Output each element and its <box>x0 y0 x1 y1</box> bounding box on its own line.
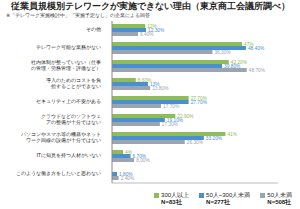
svg-text:17.70%: 17.70% <box>163 104 180 109</box>
svg-text:クラウドなどのソフトウェアの整備が十分ではない: クラウドなどのソフトウェアの整備が十分ではない <box>41 113 101 125</box>
html-text:N=277社: N=277社 <box>206 199 230 205</box>
svg-text:パソコンやスマホ等の機器やネットワーク回線の設備が十分ではな: パソコンやスマホ等の機器やネットワーク回線の設備が十分ではない <box>20 131 101 143</box>
svg-text:27.70%: 27.70% <box>190 95 207 101</box>
svg-text:このような働き方をしたいと思わない: このような働き方をしたいと思わない <box>16 170 101 176</box>
svg-text:12%: 12% <box>147 23 157 29</box>
svg-text:41%: 41% <box>227 132 237 137</box>
svg-text:13%: 13% <box>150 81 160 87</box>
svg-text:36.30%: 36.30% <box>214 50 231 55</box>
svg-text:2.40%: 2.40% <box>121 176 135 181</box>
svg-text:8.00%: 8.00% <box>136 158 150 163</box>
svg-text:その他: その他 <box>86 26 101 32</box>
svg-text:セキュリティ上の不安がある: セキュリティ上の不安がある <box>36 98 101 104</box>
svg-text:48.70%: 48.70% <box>249 68 266 73</box>
svg-text:19.10%: 19.10% <box>166 117 184 123</box>
svg-text:1.80%: 1.80% <box>119 171 133 177</box>
svg-text:42.20%: 42.20% <box>230 59 247 65</box>
svg-text:39.80%: 39.80% <box>224 64 241 69</box>
svg-text:導入のためのコストを負担することができない: 導入のためのコストを負担することができない <box>46 77 101 89</box>
svg-text:8.60%: 8.60% <box>137 77 152 83</box>
svg-text:48.40%: 48.40% <box>248 46 265 51</box>
svg-text:12.30%: 12.30% <box>148 27 165 33</box>
html-text:N=508社: N=508社 <box>267 199 292 205</box>
svg-text:ITに知見を持つ人材がいない: ITに知見を持つ人材がいない <box>36 152 101 158</box>
svg-text:47%: 47% <box>244 41 254 47</box>
html-text:50人~300人未満: 50人~300人未満 <box>206 192 251 198</box>
svg-text:17.30%: 17.30% <box>162 122 179 127</box>
svg-text:6.70%: 6.70% <box>132 153 147 159</box>
svg-text:9.40%: 9.40% <box>140 32 154 37</box>
svg-text:26.30%: 26.30% <box>187 140 204 145</box>
svg-text:13.80%: 13.80% <box>152 86 169 91</box>
html-text:従業員規模別テレワークが実施できない理由（東京商工会議所調べ: 従業員規模別テレワークが実施できない理由（東京商工会議所調べ） <box>10 1 290 11</box>
svg-text:33.20%: 33.20% <box>206 136 223 141</box>
html-text:50人未満: 50人未満 <box>267 192 292 198</box>
svg-text:27.70%: 27.70% <box>191 100 208 105</box>
html-text:N=83社: N=83社 <box>161 199 182 205</box>
html-text:※「テレワーク実施検討中」「実施予定なし」の企業による回答: ※「テレワーク実施検討中」「実施予定なし」の企業による回答 <box>6 12 151 18</box>
svg-text:テレワーク可能な業務がない: テレワーク可能な業務がない <box>36 44 101 50</box>
svg-text:4%: 4% <box>125 149 132 155</box>
svg-text:社内体制が整っていない（仕事の管理・労務管理・評価など）: 社内体制が整っていない（仕事の管理・労務管理・評価など） <box>31 59 101 71</box>
html-text:300人以上: 300人以上 <box>161 192 190 198</box>
svg-text:22.90%: 22.90% <box>177 113 194 119</box>
